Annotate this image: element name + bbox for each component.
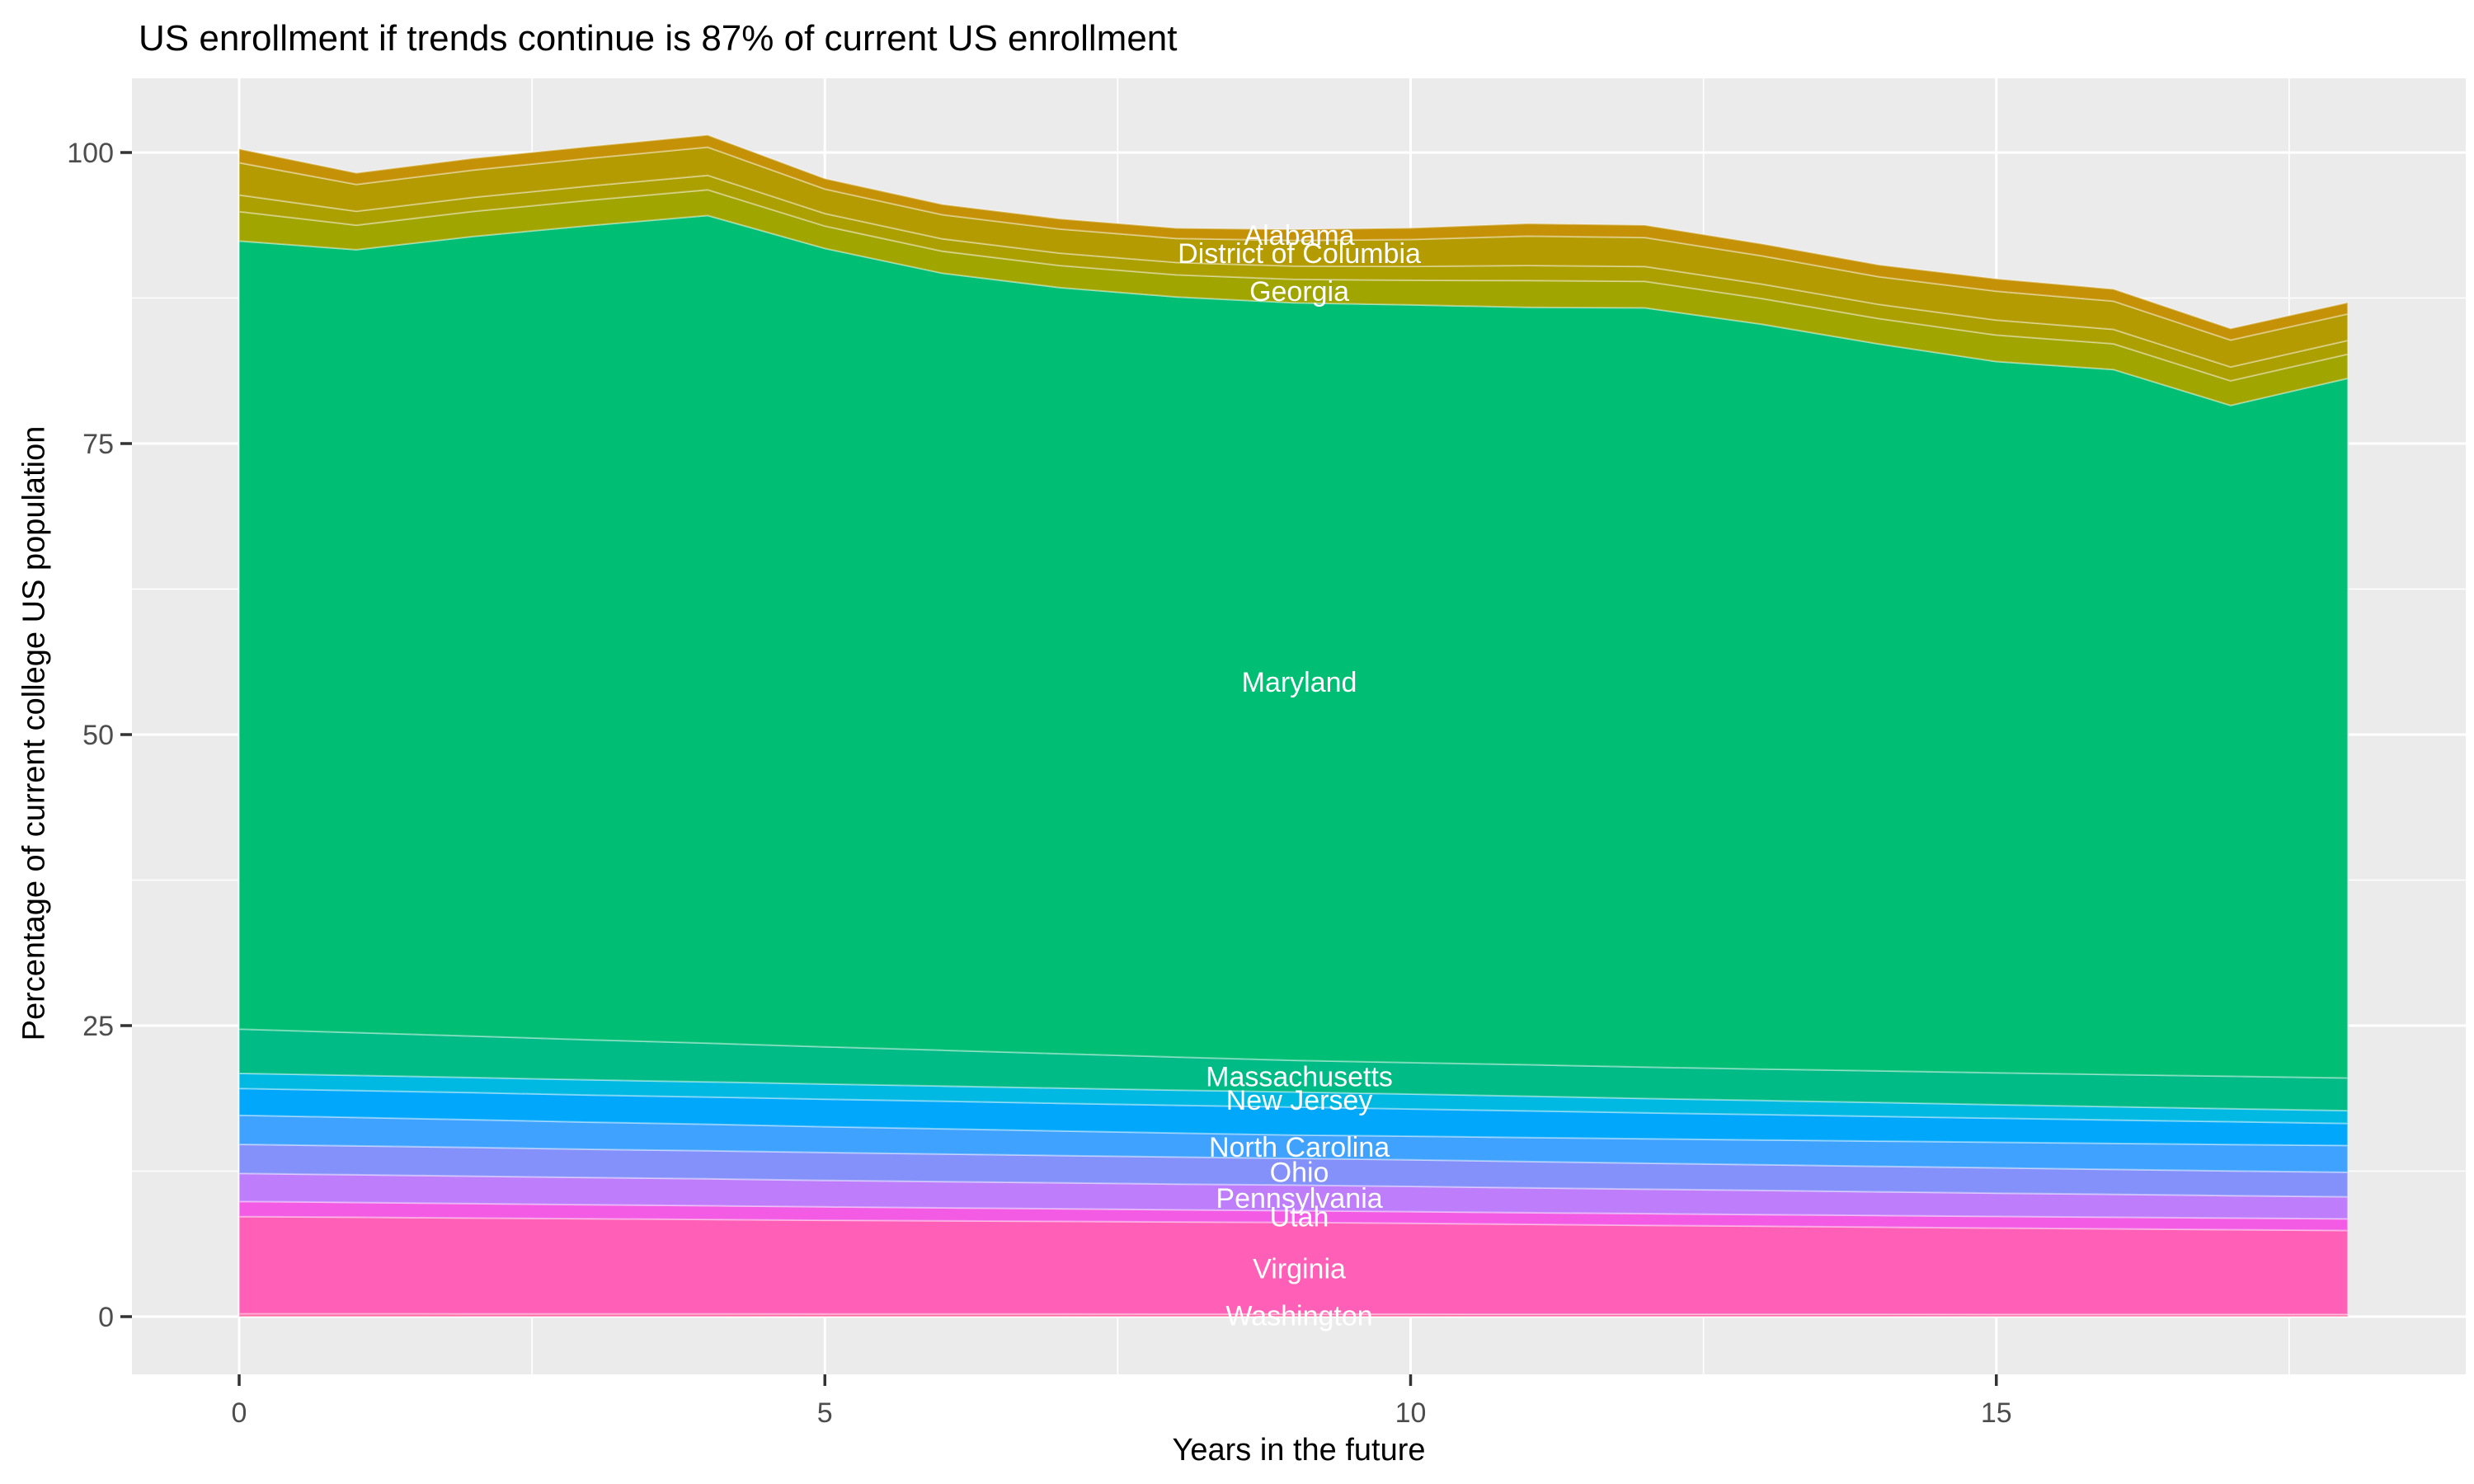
state-label-georgia: Georgia <box>1249 276 1349 308</box>
state-label-ohio: Ohio <box>1270 1157 1329 1188</box>
state-label-pennsylvania: Pennsylvania <box>1216 1183 1382 1214</box>
state-label-district-of-columbia: District of Columbia <box>1178 238 1421 270</box>
state-label-new-jersey: New Jersey <box>1226 1085 1373 1116</box>
area-band-utah <box>238 1200 2349 1232</box>
y-tick-label: 75 <box>82 429 114 460</box>
state-label-washington: Washington <box>1225 1300 1372 1331</box>
state-label-north-carolina: North Carolina <box>1209 1132 1390 1163</box>
x-tick-label: 0 <box>232 1397 247 1429</box>
x-axis-title: Years in the future <box>1172 1433 1426 1468</box>
y-tick-label: 0 <box>98 1302 114 1333</box>
y-axis-title: Percentage of current college US populat… <box>16 425 52 1041</box>
area-band-pennsylvania <box>238 1172 2349 1220</box>
area-band-maryland <box>238 214 2349 1079</box>
y-tick-label: 25 <box>82 1011 114 1042</box>
x-tick-label: 10 <box>1395 1397 1427 1429</box>
x-tick-label: 15 <box>1981 1397 2012 1429</box>
y-tick-label: 100 <box>67 138 114 169</box>
area-band-ohio <box>238 1143 2349 1198</box>
state-label-utah: Utah <box>1270 1202 1329 1233</box>
state-label-virginia: Virginia <box>1253 1253 1346 1284</box>
y-tick-label: 50 <box>82 720 114 751</box>
area-band-unlabeled-blue <box>238 1087 2349 1147</box>
x-tick-label: 5 <box>817 1397 833 1429</box>
chart-title: US enrollment if trends continue is 87% … <box>139 18 1178 59</box>
area-band-alabama <box>238 134 2349 341</box>
state-label-massachusetts: Massachusetts <box>1206 1061 1393 1092</box>
area-band-district-of-columbia <box>238 146 2349 369</box>
state-label-alabama: Alabama <box>1244 220 1354 251</box>
area-band-north-carolina <box>238 1114 2349 1173</box>
state-label-maryland: Maryland <box>1242 667 1357 698</box>
